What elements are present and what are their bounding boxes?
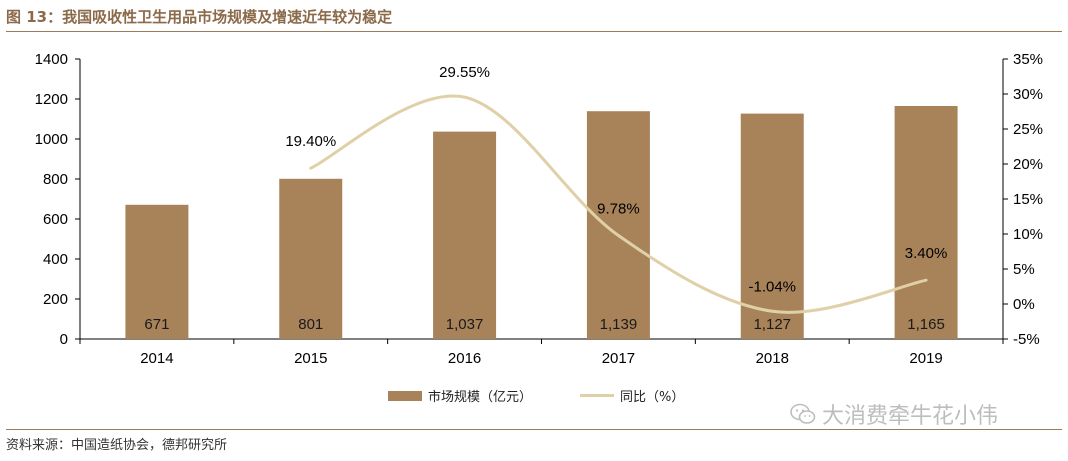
right-tick-label: 15% xyxy=(1013,191,1043,208)
right-tick-label: 5% xyxy=(1013,261,1035,278)
yoy-value-label: 3.40% xyxy=(905,245,948,262)
bar xyxy=(740,113,804,339)
legend-item-yoy: 同比（%） xyxy=(580,386,684,405)
left-tick-label: 200 xyxy=(43,291,68,308)
left-tick-label: 400 xyxy=(43,251,68,268)
yoy-labels: 19.40% 29.55% 9.78% -1.04% 3.40% xyxy=(285,64,947,295)
x-tick-label: 2015 xyxy=(294,350,327,367)
bar-value-label: 1,127 xyxy=(753,316,791,333)
bar xyxy=(894,106,958,339)
yoy-value-label: 19.40% xyxy=(285,133,336,150)
yoy-series-line xyxy=(309,94,928,314)
figure-title: 图 13：我国吸收性卫生用品市场规模及增速近年较为稳定 xyxy=(6,8,393,26)
right-tick-label: 25% xyxy=(1013,121,1043,138)
yoy-value-label: -1.04% xyxy=(748,278,796,295)
x-tick-label: 2017 xyxy=(602,350,635,367)
watermark-text: 大消费牵牛花小伟 xyxy=(822,404,999,429)
right-tick-label: 35% xyxy=(1013,51,1043,68)
source-rule xyxy=(6,429,1062,430)
left-tick-label: 1000 xyxy=(35,131,68,148)
chart: 0 200 400 600 800 1000 1200 1400 -5% 0% 5% 10% 15% 2… xyxy=(35,51,1043,367)
yoy-line xyxy=(309,94,928,314)
left-tick-label: 1400 xyxy=(35,51,68,68)
bar xyxy=(586,111,650,339)
bar xyxy=(125,204,189,339)
right-tick-label: -5% xyxy=(1013,331,1040,348)
watermark: 大消费牵牛花小伟 xyxy=(790,398,998,430)
bar-value-label: 1,037 xyxy=(446,316,484,333)
legend-line-label: 同比（%） xyxy=(620,390,685,405)
source-note: 资料来源：中国造纸协会，德邦研究所 xyxy=(6,438,228,453)
left-tick-label: 800 xyxy=(43,171,68,188)
yoy-value-label: 9.78% xyxy=(597,201,640,218)
left-tick-label: 600 xyxy=(43,211,68,228)
legend-bar-swatch xyxy=(388,390,422,401)
left-tick-label: 0 xyxy=(60,331,68,348)
x-tick-label: 2019 xyxy=(909,350,942,367)
x-tick-label: 2014 xyxy=(140,350,173,367)
bar-value-label: 801 xyxy=(298,316,323,333)
bar-labels: 671 801 1,037 1,139 1,127 1,165 xyxy=(144,316,944,333)
x-axis: 2014 2015 2016 2017 2018 2019 xyxy=(79,338,1004,367)
yoy-value-label: 29.55% xyxy=(439,64,490,81)
right-tick-label: 0% xyxy=(1013,296,1035,313)
left-tick-label: 1200 xyxy=(35,91,68,108)
right-axis: -5% 0% 5% 10% 15% 20% 25% 30% 35% xyxy=(1002,51,1043,348)
bar xyxy=(433,131,497,339)
wechat-icon xyxy=(790,403,816,424)
left-axis: 0 200 400 600 800 1000 1200 1400 xyxy=(35,51,81,348)
bar-value-label: 1,165 xyxy=(907,316,945,333)
bars xyxy=(125,106,958,339)
right-tick-label: 20% xyxy=(1013,156,1043,173)
legend-line-swatch xyxy=(580,394,614,397)
x-tick-label: 2016 xyxy=(448,350,481,367)
legend-item-market-size: 市场规模（亿元） xyxy=(388,386,532,405)
right-tick-label: 30% xyxy=(1013,86,1043,103)
bar xyxy=(279,178,343,339)
x-tick-label: 2018 xyxy=(756,350,789,367)
bar-value-label: 671 xyxy=(144,316,169,333)
legend: 市场规模（亿元） 同比（%） xyxy=(0,386,1068,405)
right-tick-label: 10% xyxy=(1013,226,1043,243)
legend-bar-label: 市场规模（亿元） xyxy=(428,390,533,405)
bar-value-label: 1,139 xyxy=(600,316,638,333)
title-rule xyxy=(6,31,1062,32)
